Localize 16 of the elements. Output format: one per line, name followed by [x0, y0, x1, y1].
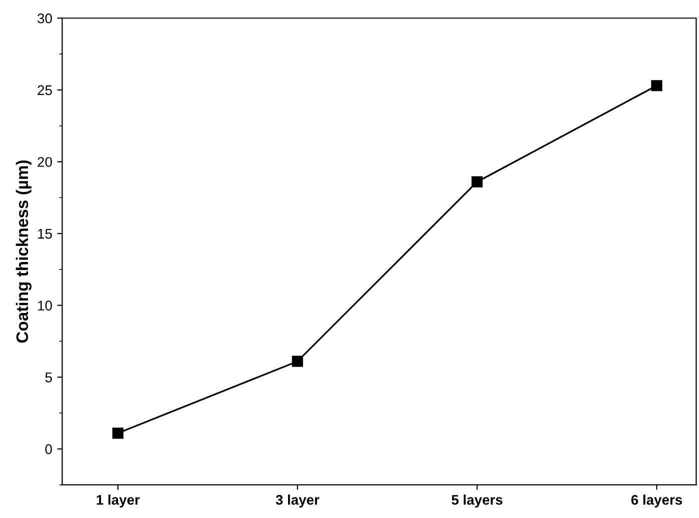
y-tick-label: 25: [38, 85, 52, 96]
point: [472, 176, 483, 188]
point: [292, 356, 304, 367]
y-tick-label: 0: [45, 444, 52, 454]
y-tick-label: 5: [45, 372, 52, 382]
y-tick-label: 30: [38, 13, 52, 24]
point: [112, 428, 124, 439]
x-tick-label: 1 layer: [96, 494, 140, 508]
point: [651, 80, 662, 92]
y-tick-label: 10: [38, 300, 52, 311]
x-tick-label: 3 layer: [276, 494, 320, 508]
y-tick-label: 15: [38, 229, 52, 239]
x-tick-label: 6 layers: [631, 494, 682, 508]
y-tick-label: 20: [38, 157, 52, 167]
y-axis-title: Coating thickness (µm): [16, 160, 32, 343]
x-tick-label: 5 layers: [452, 494, 502, 508]
